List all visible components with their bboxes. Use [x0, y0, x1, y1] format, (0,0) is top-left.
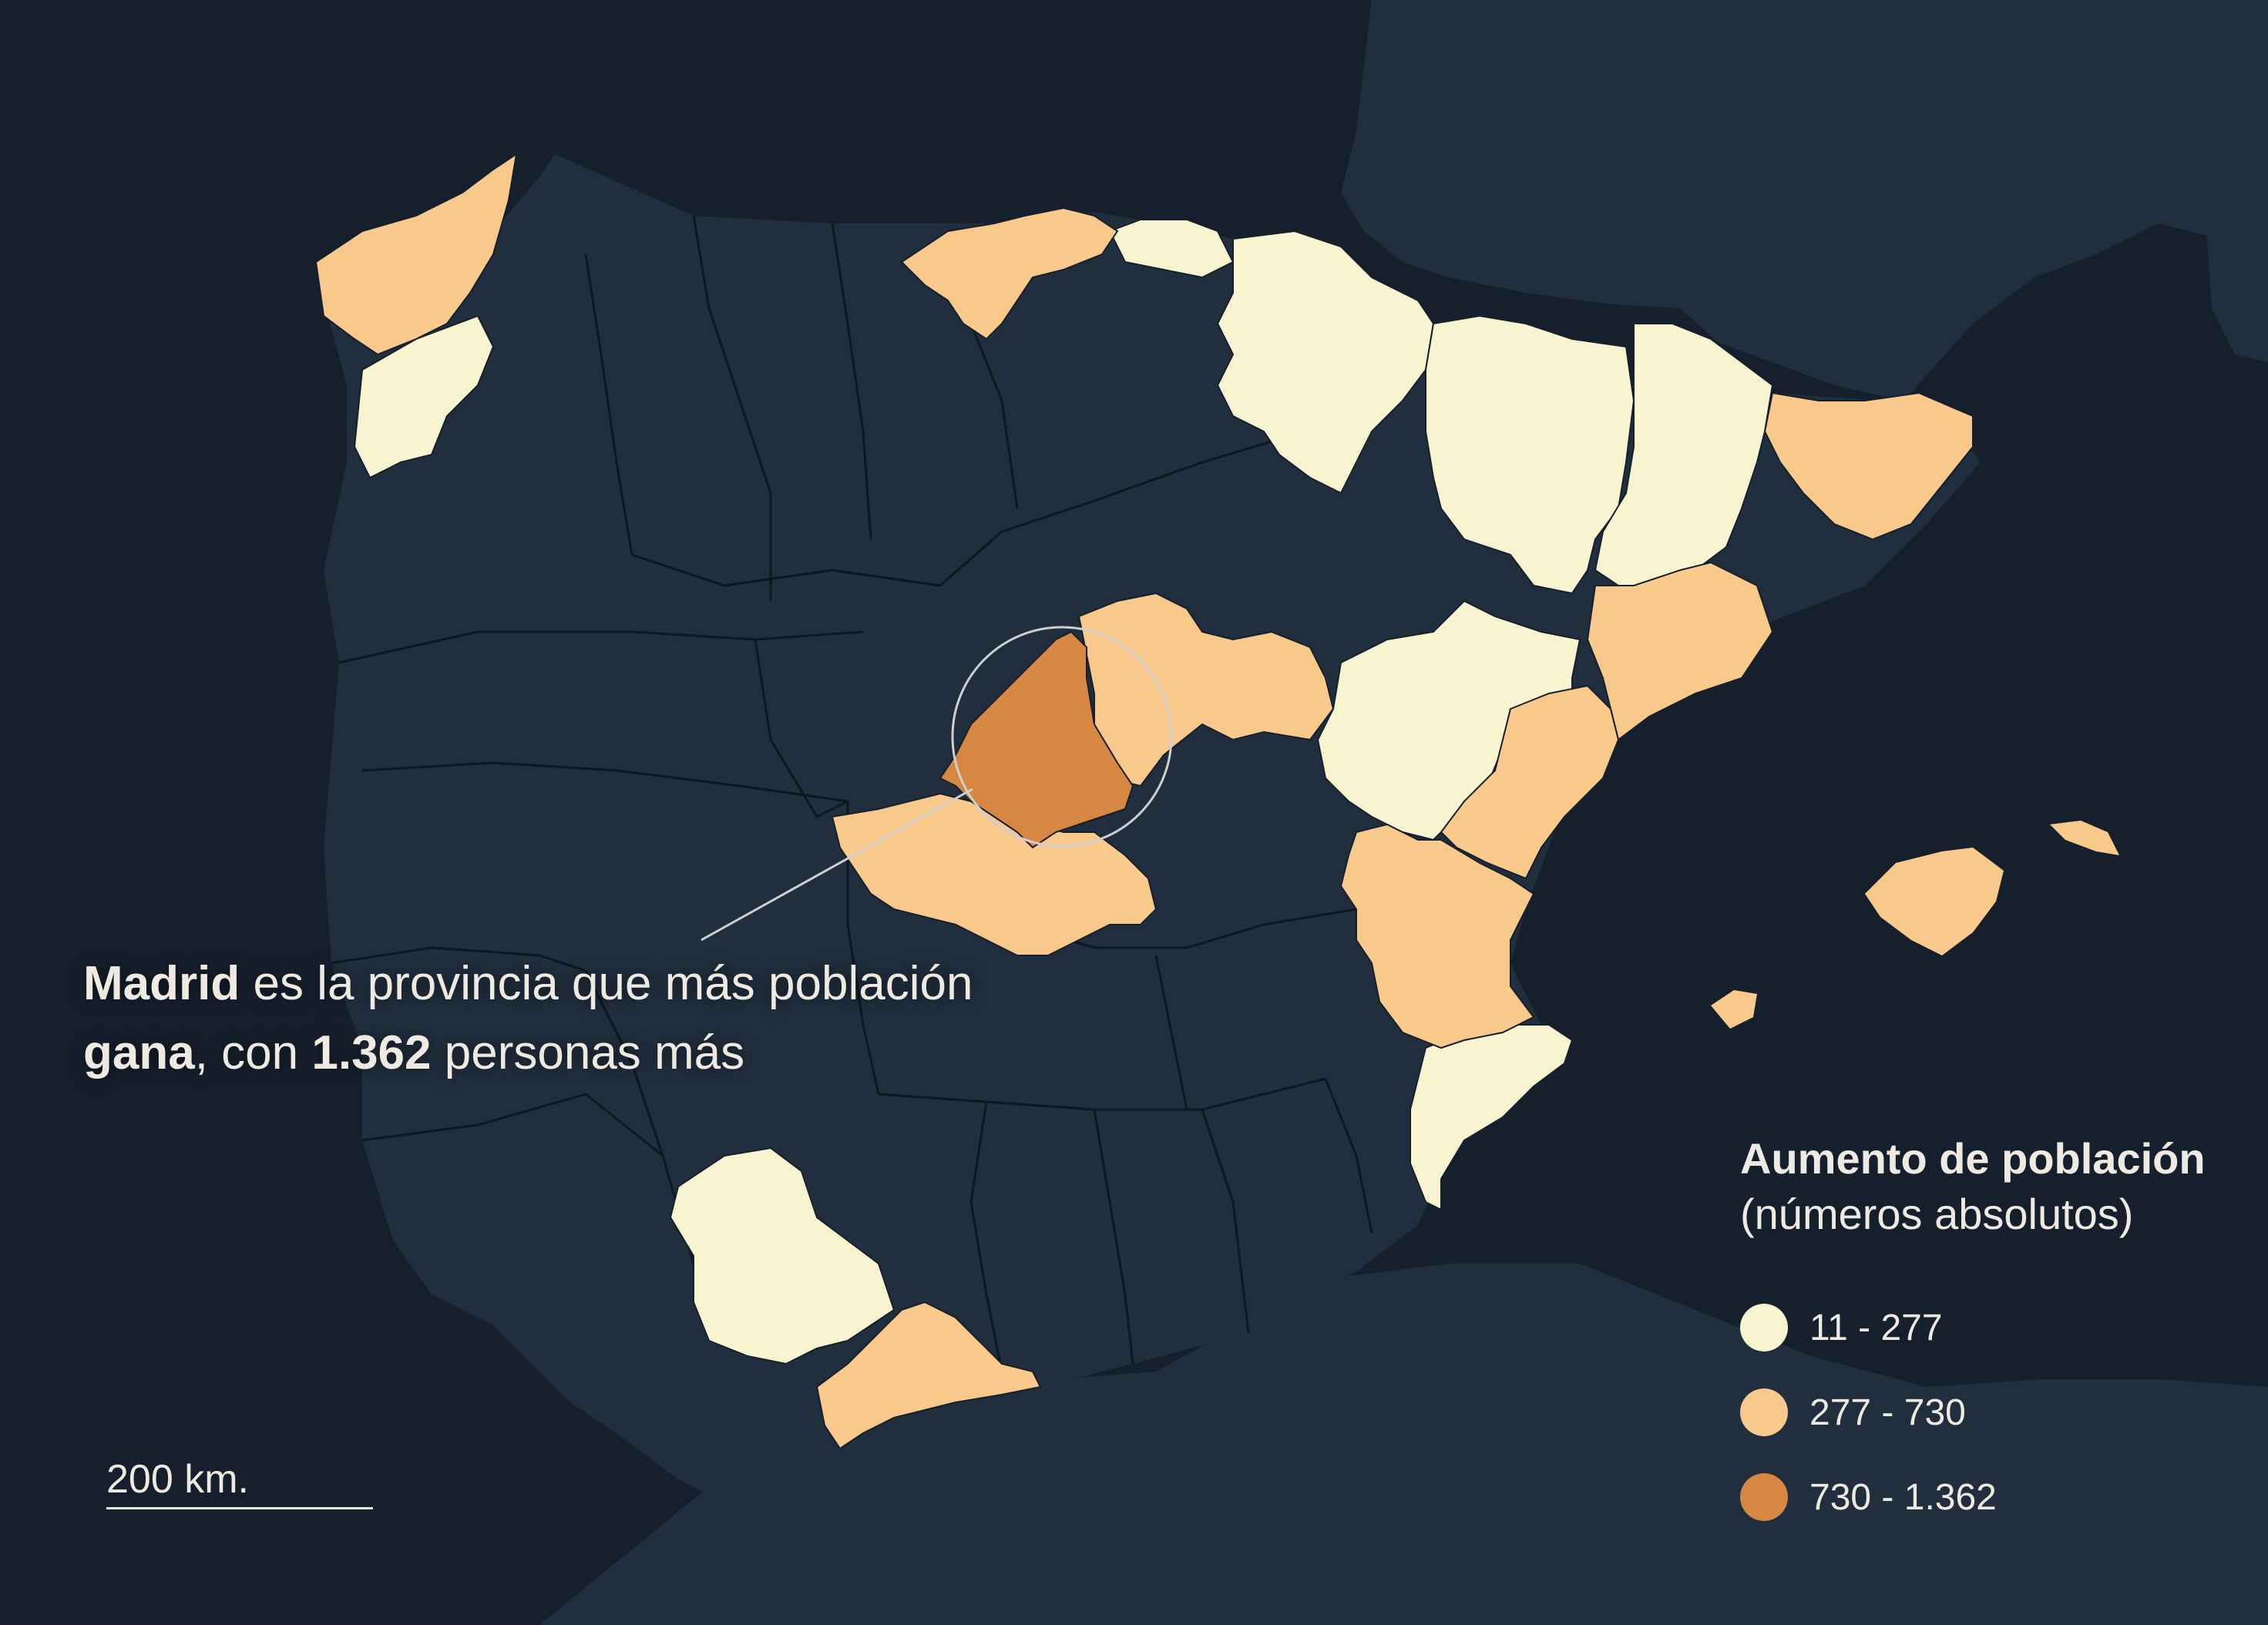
legend-label-low: 11 - 277 — [1809, 1307, 1943, 1348]
legend-swatch-high — [1740, 1473, 1788, 1521]
legend-swatch-mid — [1740, 1388, 1788, 1436]
legend-items: 11 - 277 277 - 730 730 - 1.362 — [1740, 1285, 2233, 1539]
low-provinces — [353, 219, 1774, 1365]
madrid-annotation: Madrid es la provincia que más población… — [83, 949, 1162, 1088]
province-castellon — [1440, 684, 1620, 880]
mallorca-landmass — [1865, 848, 2004, 955]
ibiza-landmass — [1711, 990, 1757, 1029]
province-sevilla — [669, 1147, 895, 1365]
legend-subtitle: (números absolutos) — [1740, 1190, 2134, 1238]
scale-bar-label: 200 km. — [106, 1457, 249, 1502]
scale-bar: 200 km. — [106, 1456, 373, 1509]
province-huesca — [1425, 314, 1635, 595]
annotation-bold-gana: gana — [83, 1026, 195, 1079]
legend-label-mid: 277 - 730 — [1809, 1392, 1966, 1433]
province-malaga — [815, 1301, 1042, 1450]
legend-swatch-low — [1740, 1304, 1788, 1351]
province-madrid[interactable] — [939, 630, 1134, 849]
annotation-bold-madrid: Madrid — [83, 957, 240, 1010]
legend: Aumento de población (números absolutos)… — [1740, 1131, 2233, 1539]
province-alicante — [1410, 1024, 1574, 1211]
annotation-bold-number: 1.362 — [311, 1026, 432, 1079]
corsica-landmass — [2204, 177, 2268, 362]
madrid-callout-line — [701, 787, 973, 942]
province-lleida — [1594, 323, 1774, 586]
province-tarragona — [1586, 561, 1774, 741]
france-landmass — [1341, 0, 2268, 401]
annotation-line-1: Madrid es la provincia que más población — [83, 949, 1162, 1019]
province-pontevedra — [353, 314, 495, 479]
province-navarra — [1216, 230, 1435, 495]
annotation-text-1: es la provincia que más población — [240, 957, 973, 1010]
province-valencia — [1339, 823, 1535, 1049]
menorca-landmass — [2050, 821, 2119, 855]
legend-title: Aumento de población — [1740, 1134, 2206, 1183]
legend-label-high: 730 - 1.362 — [1809, 1476, 1997, 1518]
legend-item-mid: 277 - 730 — [1740, 1370, 2233, 1455]
legend-item-low: 11 - 277 — [1740, 1285, 2233, 1370]
mid-provinces — [314, 152, 1974, 1450]
africa-landmass — [539, 1264, 2268, 1625]
legend-item-high: 730 - 1.362 — [1740, 1455, 2233, 1539]
province-cantabria — [900, 206, 1119, 341]
annotation-line-2: gana, con 1.362 personas más — [83, 1019, 1162, 1088]
province-coruna — [314, 152, 518, 356]
madrid-callout-circle — [951, 626, 1173, 848]
annotation-text-3: personas más — [431, 1026, 745, 1079]
annotation-text-2: , con — [194, 1026, 312, 1079]
province-borders — [331, 215, 1373, 1372]
province-barcelona — [1763, 391, 1974, 541]
